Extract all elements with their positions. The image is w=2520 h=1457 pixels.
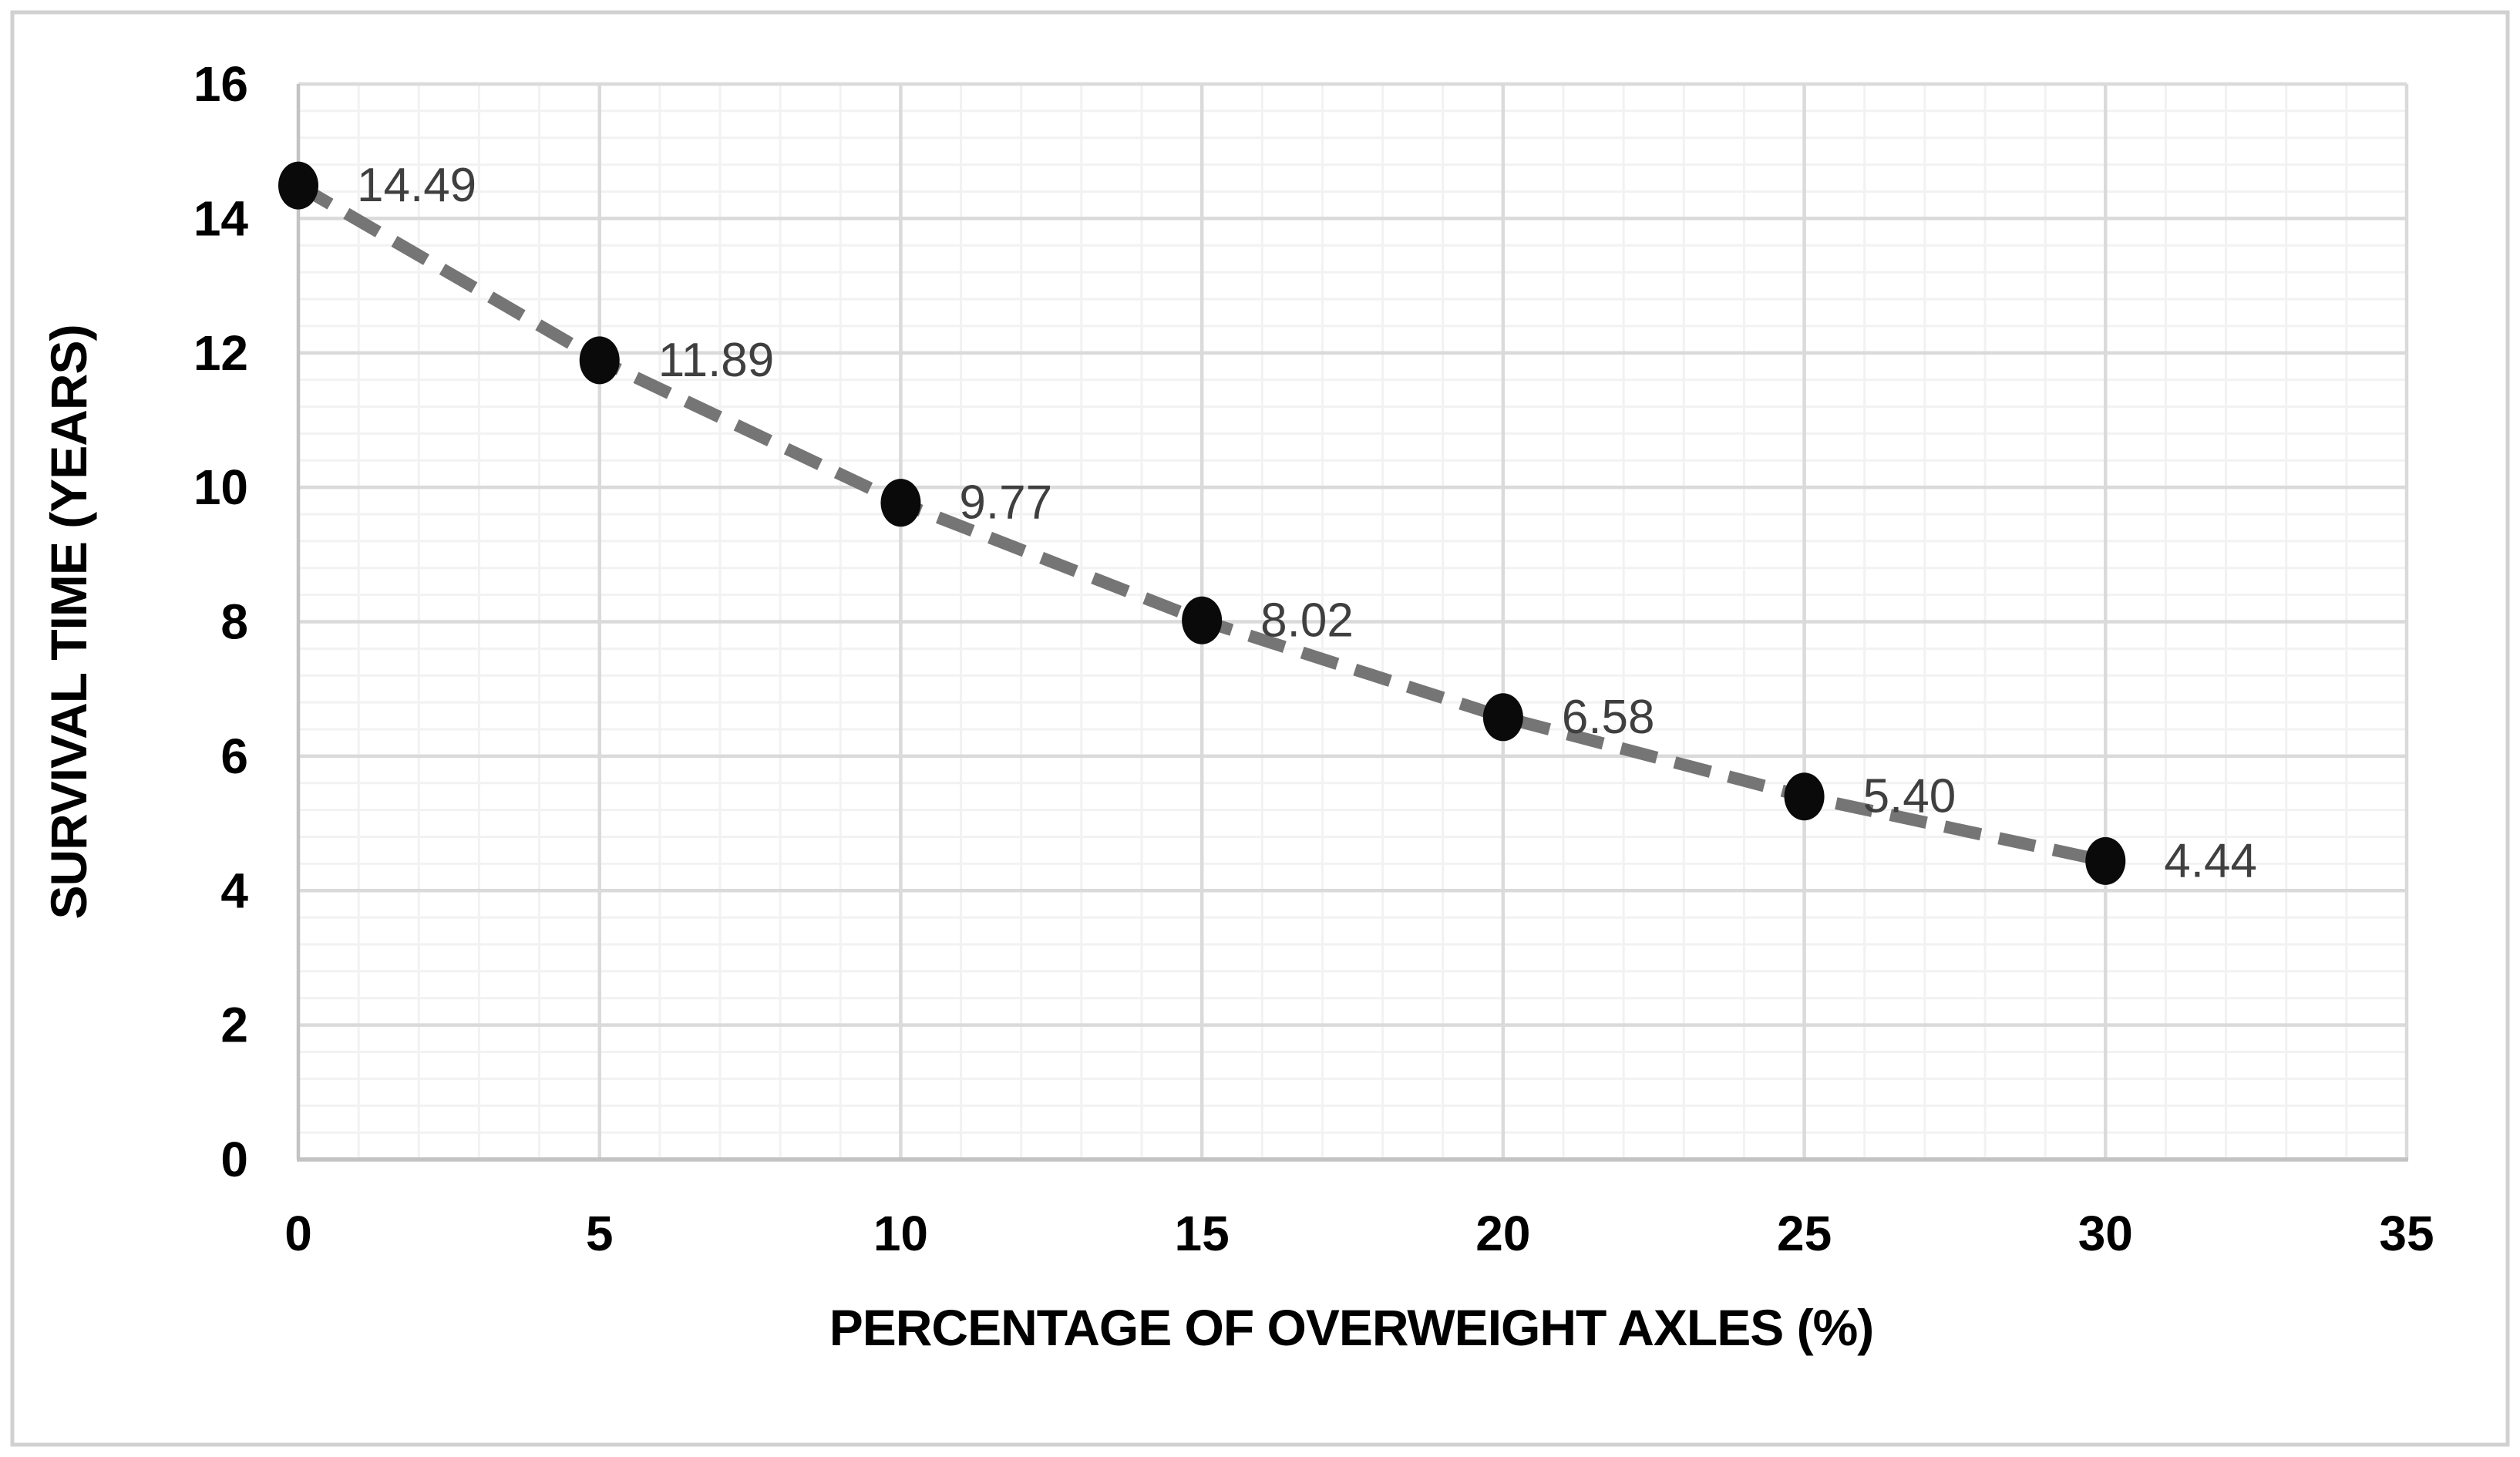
data-point-labels: 14.49 11.89 9.77 8.02 6.58 5.40 4.44	[357, 159, 2257, 887]
data-point-label: 4.44	[2164, 834, 2257, 887]
y-tick-label: 14	[193, 190, 249, 246]
data-point-label: 11.89	[658, 334, 775, 387]
y-tick-label: 2	[220, 998, 248, 1053]
data-point-label: 8.02	[1260, 594, 1354, 647]
major-gridlines	[298, 82, 2409, 1159]
data-point-marker	[278, 161, 318, 210]
data-point-marker	[1182, 596, 1223, 644]
data-point-marker	[1482, 693, 1523, 742]
series-survival-time	[278, 161, 2126, 885]
x-tick-label: 10	[873, 1206, 928, 1261]
x-axis-title: PERCENTAGE OF OVERWEIGHT AXLES (%)	[829, 1299, 1874, 1356]
data-point-marker	[2085, 836, 2126, 885]
x-tick-label: 25	[1777, 1206, 1832, 1261]
chart-border	[10, 10, 2510, 1447]
data-point-label: 14.49	[357, 159, 476, 212]
y-tick-label: 10	[193, 459, 248, 515]
data-point-marker	[880, 479, 921, 527]
x-tick-label: 0	[284, 1206, 312, 1261]
y-tick-label: 8	[220, 594, 248, 650]
data-point-label: 9.77	[959, 476, 1052, 530]
y-tick-label: 16	[193, 56, 248, 112]
y-axis-title: SURVIVAL TIME (YEARS)	[40, 325, 97, 919]
x-tick-label: 5	[586, 1206, 614, 1261]
data-point-marker	[1784, 772, 1825, 821]
x-tick-label: 30	[2078, 1206, 2133, 1261]
y-tick-label: 4	[220, 863, 248, 918]
y-tick-label: 0	[220, 1132, 248, 1187]
x-tick-label: 35	[2379, 1206, 2434, 1261]
y-tick-label: 6	[220, 728, 248, 784]
x-tick-label: 20	[1475, 1206, 1530, 1261]
data-point-marker	[579, 336, 620, 385]
y-tick-label: 12	[193, 325, 248, 381]
x-axis-tick-labels: 0 5 10 15 20 25 30 35	[284, 1206, 2434, 1261]
y-axis-tick-labels: 0 2 4 6 8 10 12 14 16	[193, 56, 249, 1187]
data-point-label: 5.40	[1863, 770, 1956, 823]
data-point-label: 6.58	[1562, 691, 1655, 744]
x-tick-label: 15	[1175, 1206, 1230, 1261]
axis-lines	[296, 84, 2408, 1162]
